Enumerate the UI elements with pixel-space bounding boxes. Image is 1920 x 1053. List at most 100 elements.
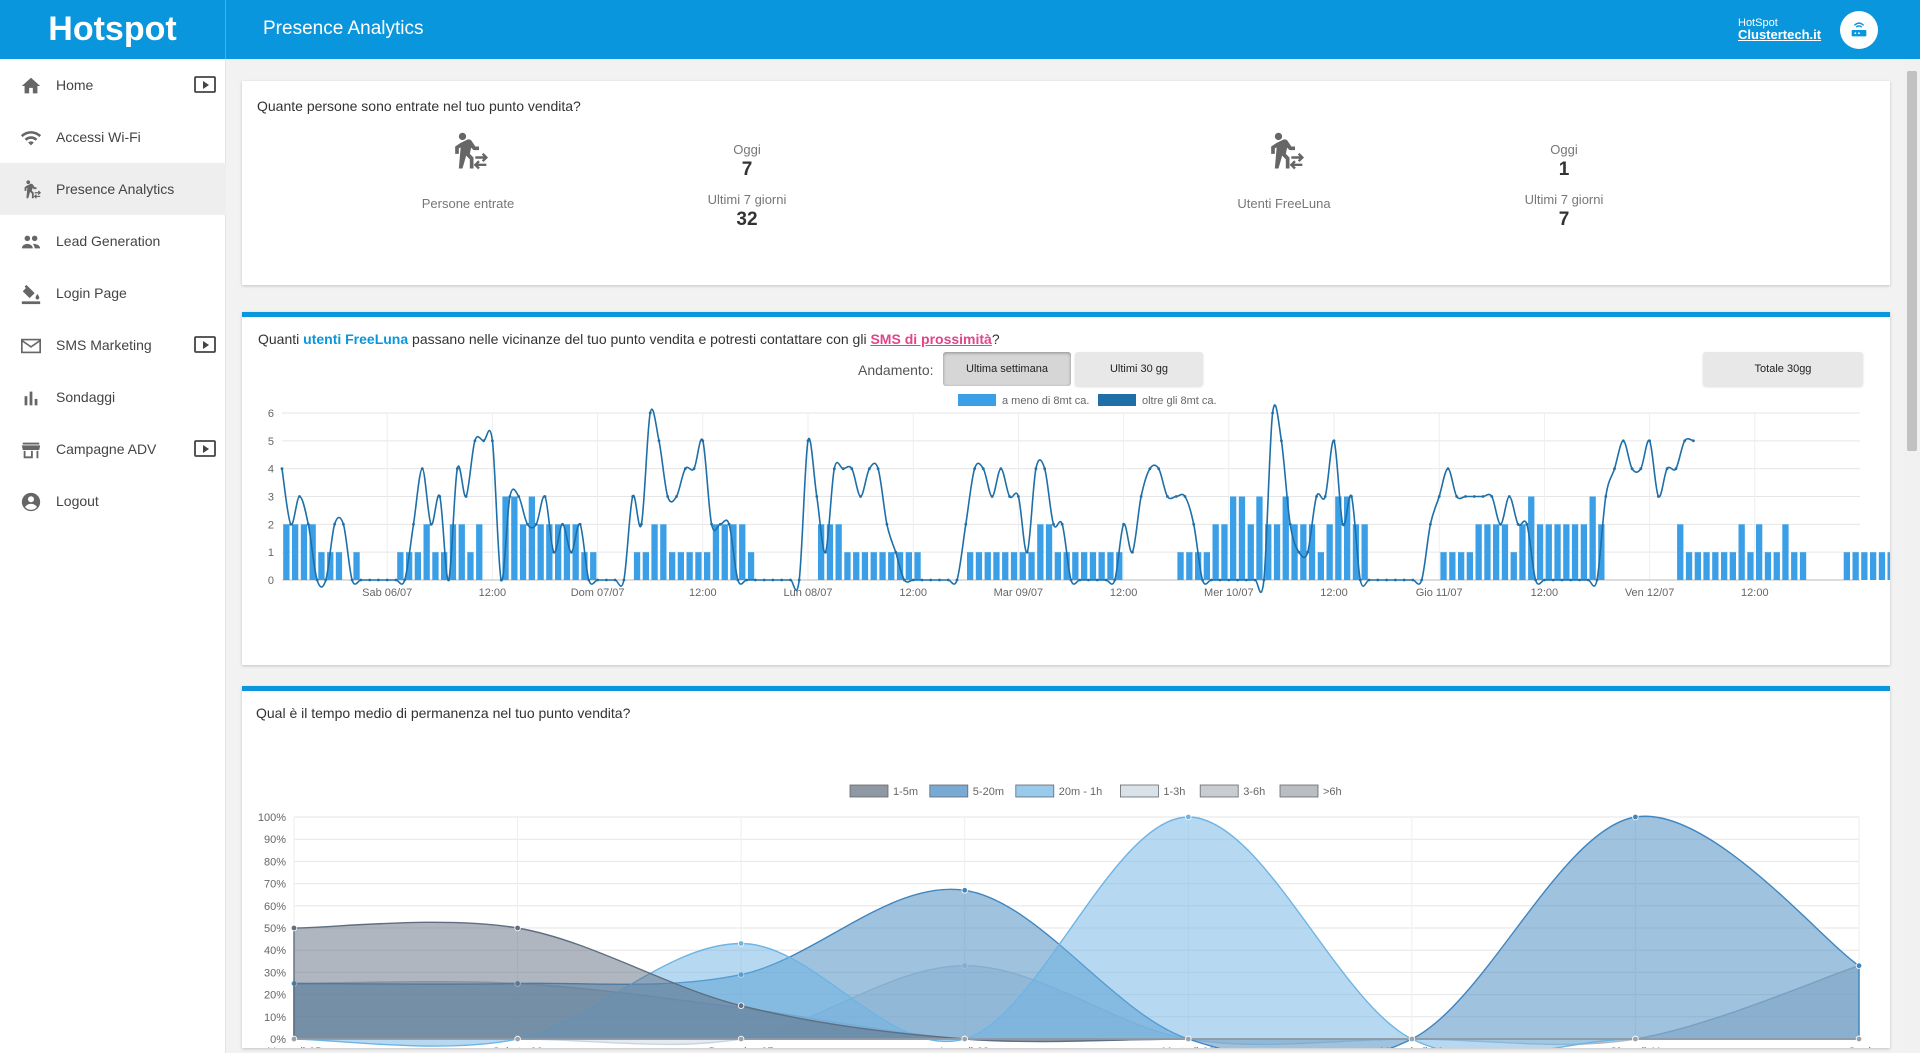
bar: [704, 552, 711, 580]
page-scrollbar[interactable]: [1904, 59, 1920, 1053]
sidebar-item-home[interactable]: Home: [0, 59, 226, 111]
line-point: [420, 467, 424, 471]
line-point: [543, 495, 547, 498]
line-point: [640, 522, 643, 526]
area-point: [1632, 813, 1639, 821]
bar: [1449, 552, 1456, 580]
sidebar-item-campagne-adv[interactable]: Campagne ADV: [0, 423, 226, 475]
sidebar-item-label: Accessi Wi-Fi: [56, 129, 141, 145]
line-point: [1043, 467, 1047, 471]
y-tick-label: 80%: [264, 856, 286, 868]
bar: [1712, 552, 1719, 580]
line-point: [946, 578, 950, 582]
bar: [406, 552, 413, 580]
line-point: [1271, 411, 1274, 415]
bar: [1028, 552, 1035, 580]
page-title: Presence Analytics: [263, 18, 424, 39]
bar: [1782, 524, 1789, 580]
line-point: [1455, 495, 1459, 498]
bar: [467, 552, 474, 580]
bar: [449, 524, 457, 580]
router-avatar-icon[interactable]: [1840, 11, 1878, 49]
sidebar-item-logout[interactable]: Logout: [0, 475, 226, 527]
scrollbar-thumb[interactable]: [1907, 71, 1917, 451]
line-point: [622, 578, 626, 582]
sidebar-item-label: Home: [56, 77, 94, 93]
bar: [1291, 524, 1298, 580]
line-point: [561, 522, 564, 526]
brand-logo[interactable]: Hotspot: [0, 0, 226, 59]
bar: [1177, 552, 1184, 580]
line-point: [455, 467, 459, 471]
question-text: Quanti: [258, 331, 304, 347]
y-tick-label: 30%: [264, 967, 286, 979]
bar: [1230, 496, 1237, 580]
line-point: [613, 578, 617, 582]
x-tick-label: 12:00: [1531, 587, 1559, 599]
hotspot-provider-label: HotSpot: [1738, 17, 1778, 29]
bar: [888, 552, 895, 580]
persone-entrate-caption: Persone entrate: [421, 196, 515, 211]
store-icon: [21, 442, 41, 459]
totale-30gg-button[interactable]: Totale 30gg: [1703, 352, 1863, 386]
bar: [879, 552, 886, 580]
utenti-freeluna-link[interactable]: utenti FreeLuna: [303, 331, 409, 347]
bar: [1466, 552, 1473, 580]
bar: [1361, 524, 1368, 580]
line-point: [683, 467, 687, 471]
y-tick-label: 40%: [264, 945, 286, 957]
bar: [1238, 496, 1246, 580]
video-tutorial-icon[interactable]: [194, 440, 216, 458]
provider-link[interactable]: Clustertech.it: [1738, 27, 1822, 42]
card-question: Quante persone sono entrate nel tuo punt…: [257, 98, 581, 114]
area-point: [1185, 813, 1192, 821]
line-point: [315, 578, 319, 582]
x-tick-label: Dom 07/07: [571, 587, 625, 599]
bar: [1300, 524, 1307, 580]
line-point: [1201, 578, 1204, 582]
legend-swatch: [1199, 784, 1239, 798]
bar: [1063, 552, 1070, 580]
sms-prossimita-link[interactable]: SMS di prossimità: [870, 331, 992, 347]
ultima-settimana-button[interactable]: Ultima settimana: [943, 352, 1071, 386]
bar: [835, 524, 842, 580]
bar: [1212, 524, 1219, 580]
y-tick-label: 20%: [264, 990, 286, 1002]
people-icon: [21, 235, 41, 249]
bar: [1037, 524, 1044, 580]
line-point: [569, 550, 573, 554]
line-point: [306, 522, 310, 526]
sidebar-item-lead-generation[interactable]: Lead Generation: [0, 215, 226, 267]
sidebar-item-presence-analytics[interactable]: Presence Analytics: [0, 163, 226, 215]
line-point: [429, 522, 433, 526]
line-point: [920, 578, 924, 582]
sidebar-item-login-page[interactable]: Login Page: [0, 267, 226, 319]
video-tutorial-icon[interactable]: [194, 76, 216, 94]
bar: [546, 524, 553, 580]
sidebar-item-sms-marketing[interactable]: SMS Marketing: [0, 319, 226, 371]
ultimi-30gg-button[interactable]: Ultimi 30 gg: [1075, 352, 1203, 386]
line-point: [438, 495, 442, 498]
video-tutorial-icon[interactable]: [194, 336, 216, 354]
question-text: ?: [991, 331, 1000, 347]
bar: [1308, 524, 1316, 580]
area-point: [737, 1035, 745, 1043]
bar: [1440, 552, 1447, 580]
line-point: [1420, 578, 1424, 582]
line-point: [1122, 522, 1125, 526]
line-point: [385, 578, 389, 582]
sidebar-item-accessi-wifi[interactable]: Accessi Wi-Fi: [0, 111, 226, 163]
line-point: [1297, 550, 1301, 554]
today-label: Oggi: [1550, 142, 1578, 157]
bar: [423, 524, 430, 580]
bar: [818, 524, 825, 580]
bar: [712, 524, 720, 580]
bar: [1545, 524, 1552, 580]
bar: [1519, 524, 1526, 580]
y-tick-label: 1: [268, 547, 274, 559]
bar: [844, 552, 851, 580]
sidebar-item-sondaggi[interactable]: Sondaggi: [0, 371, 226, 423]
bar: [335, 552, 343, 580]
bar: [563, 524, 571, 580]
bar: [1887, 552, 1890, 580]
